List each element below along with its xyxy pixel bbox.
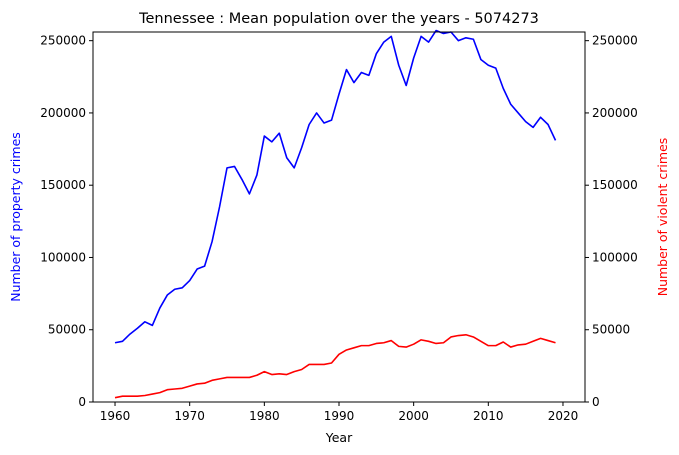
x-tick-label-1960: 1960 [100,409,131,423]
x-tick-label-1980: 1980 [249,409,280,423]
x-tick-label-2020: 2020 [548,409,579,423]
x-tick-label-1990: 1990 [324,409,355,423]
plot-frame [92,31,586,403]
x-tick-label-2010: 2010 [473,409,504,423]
y-tick-label-right-250000: 250000 [592,34,638,48]
y-tick-label-right-150000: 150000 [592,178,638,192]
y-tick-label-left-0: 0 [78,395,86,409]
y-tick-label-right-0: 0 [592,395,600,409]
series-line-property [114,29,557,344]
y-tick-label-left-200000: 200000 [40,106,86,120]
y-tick-label-left-50000: 50000 [48,323,86,337]
y-tick-label-right-100000: 100000 [592,250,638,264]
y-tick-label-right-200000: 200000 [592,106,638,120]
y-tick-label-left-150000: 150000 [40,178,86,192]
y-tick-label-left-100000: 100000 [40,250,86,264]
x-tick-label-2000: 2000 [398,409,429,423]
x-axis-label: Year [325,430,353,445]
chart-title: Tennessee : Mean population over the yea… [138,11,539,27]
y-tick-label-left-250000: 250000 [40,34,86,48]
y-tick-label-right-50000: 50000 [592,323,630,337]
y-axis-label-left: Number of property crimes [8,132,23,302]
x-tick-label-1970: 1970 [174,409,205,423]
y-axis-label-right: Number of violent crimes [655,138,670,297]
series-line-violent [114,333,556,399]
